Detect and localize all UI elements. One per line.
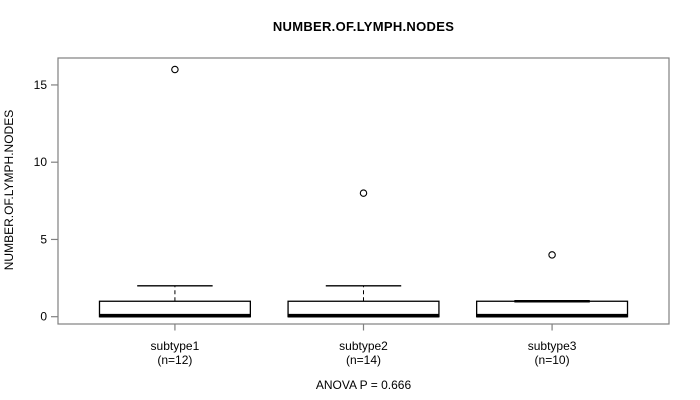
group-count: (n=12) [157, 353, 193, 367]
y-tick-label: 0 [40, 310, 47, 324]
group-name: subtype3 [527, 339, 577, 353]
outlier-point-subtype2 [359, 189, 368, 197]
x-axis-label-subtype2: subtype2 (n=14) [339, 339, 388, 367]
group-name: subtype2 [339, 339, 388, 353]
group-name: subtype1 [150, 339, 200, 353]
x-axis-label-subtype1: subtype1 (n=12) [151, 339, 200, 367]
y-tick-label: 15 [34, 78, 48, 92]
outlier-point-subtype1 [171, 65, 179, 74]
outlier-point-subtype3 [548, 251, 556, 259]
x-axis-label-subtype3: subtype3 (n=10) [528, 339, 577, 367]
y-tick-label: 5 [40, 232, 47, 246]
anova-annotation: ANOVA P = 0.666 [315, 378, 412, 392]
y-tick-label: 10 [34, 155, 48, 169]
group-count: (n=10) [534, 353, 570, 367]
plot-frame [57, 57, 670, 325]
chart-title: NUMBER.OF.LYMPH.NODES [272, 19, 455, 34]
group-count: (n=14) [345, 353, 382, 367]
